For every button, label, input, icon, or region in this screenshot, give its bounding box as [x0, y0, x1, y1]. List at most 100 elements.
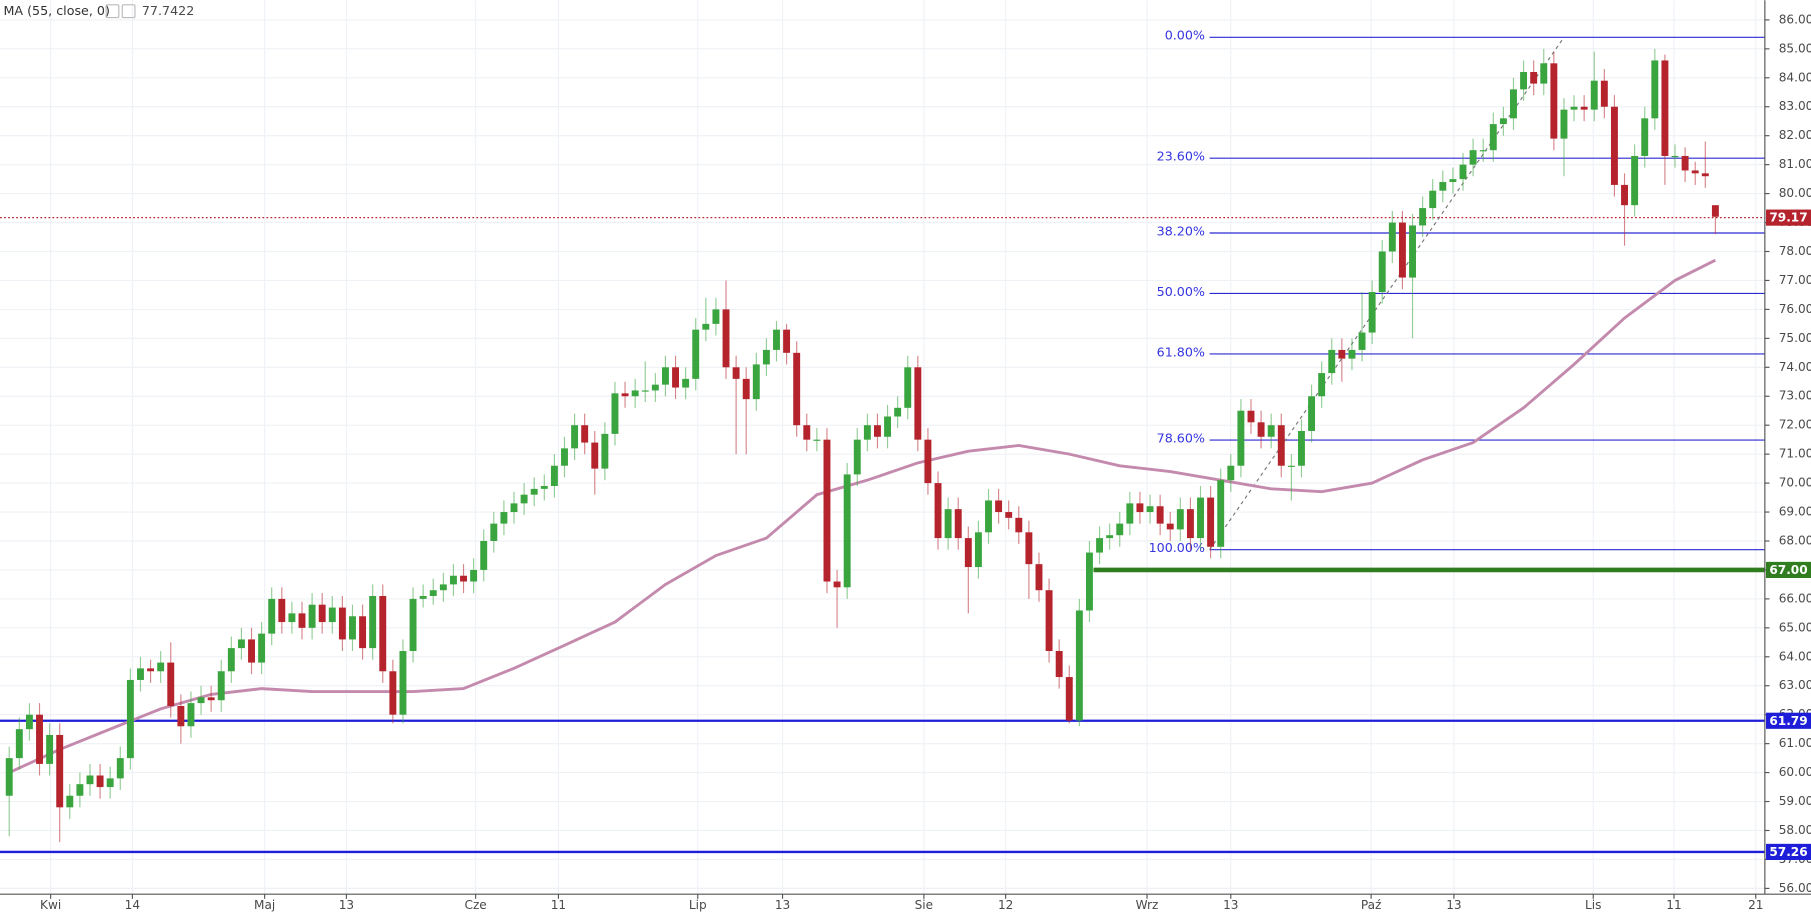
candle-body: [672, 367, 680, 388]
candle-body: [661, 367, 669, 385]
candle-body: [76, 784, 84, 796]
candle-body: [490, 523, 498, 541]
candle-body: [823, 439, 831, 582]
candle-body: [1277, 425, 1285, 466]
y-tick-label: 65.00: [1779, 620, 1811, 634]
candle-body: [197, 697, 205, 704]
candle-body: [591, 442, 599, 469]
candle-body: [1267, 425, 1275, 437]
candle-body: [601, 433, 609, 469]
y-tick-label: 72.00: [1779, 418, 1811, 432]
candle-body: [56, 734, 64, 808]
settings-icon[interactable]: [105, 4, 120, 19]
candle-body: [1429, 190, 1437, 209]
candle-body: [1287, 465, 1295, 467]
candle-body: [1298, 430, 1305, 466]
candle-body: [1237, 410, 1245, 466]
candle-body: [460, 575, 467, 582]
candle-body: [1146, 506, 1154, 513]
candle-body: [5, 758, 13, 796]
x-tick-label: Sie: [915, 898, 934, 912]
fib-label: 38.20%: [1157, 223, 1205, 238]
candle-body: [399, 651, 407, 715]
candle-body: [1308, 396, 1316, 431]
candle-body: [1409, 225, 1416, 278]
candle-body: [530, 488, 538, 495]
price-tag-label: 61.79: [1769, 714, 1807, 728]
y-tick-label: 86.00: [1779, 12, 1811, 26]
candle-body: [793, 352, 801, 426]
candle-body: [742, 378, 750, 400]
candle-body: [106, 778, 114, 788]
candle-body: [1560, 109, 1568, 139]
candle-body: [924, 439, 932, 484]
y-tick-label: 85.00: [1779, 41, 1811, 55]
candle-body: [389, 671, 397, 715]
candle-body: [1358, 332, 1366, 350]
candle-body: [46, 734, 54, 764]
candle-body: [1570, 106, 1578, 110]
candle-body: [1086, 552, 1093, 611]
candle-body: [349, 616, 356, 640]
candle-body: [1459, 164, 1467, 180]
candle-body: [944, 509, 952, 539]
candle-body: [1065, 677, 1073, 721]
candle-body: [1631, 155, 1639, 206]
y-tick-label: 68.00: [1779, 533, 1811, 547]
y-tick-label: 75.00: [1779, 331, 1811, 345]
candle-body: [258, 633, 266, 663]
candle-body: [1096, 538, 1104, 553]
candle-body: [783, 329, 791, 353]
candle-body: [1035, 564, 1043, 591]
candle-body: [712, 309, 720, 324]
candle-body: [1479, 150, 1487, 152]
candle-body: [25, 714, 33, 730]
candle-body: [752, 364, 760, 400]
candle-body: [217, 671, 225, 701]
candle-body: [187, 703, 195, 727]
candle-body: [308, 604, 316, 628]
candle-body: [540, 485, 548, 489]
candle-body: [1530, 72, 1538, 84]
candle-body: [36, 714, 43, 764]
candle-body: [1681, 155, 1689, 171]
y-tick-label: 61.00: [1779, 736, 1811, 750]
candle-body: [1600, 80, 1608, 107]
x-tick-label: Kwi: [40, 898, 61, 912]
candle-body: [1621, 184, 1628, 206]
candle-body: [1540, 63, 1548, 84]
x-tick-label: Cze: [465, 898, 487, 912]
candle-body: [318, 604, 326, 623]
candle-body: [732, 367, 740, 379]
candle-body: [359, 616, 367, 649]
candle-body: [1590, 80, 1598, 110]
price-tag-label: 79.17: [1769, 211, 1807, 225]
y-tick-label: 82.00: [1779, 128, 1811, 142]
candle-body: [409, 598, 417, 652]
candle-body: [1419, 208, 1427, 226]
candle-body: [621, 393, 629, 397]
y-tick-label: 58.00: [1779, 823, 1811, 837]
y-tick-label: 71.00: [1779, 447, 1811, 461]
fib-label: 50.00%: [1157, 284, 1205, 299]
candle-body: [722, 309, 730, 368]
price-tag-label: 57.26: [1769, 845, 1807, 859]
candle-body: [985, 500, 992, 533]
candle-body: [611, 393, 619, 434]
fib-label: 78.60%: [1157, 430, 1205, 445]
fib-label: 0.00%: [1165, 28, 1205, 43]
x-tick-label: 13: [1223, 898, 1238, 912]
candle-body: [651, 384, 659, 391]
candle-body: [884, 416, 892, 437]
candle-body: [1701, 173, 1709, 177]
close-icon[interactable]: [121, 4, 136, 19]
ma-legend-name: MA (55, close, 0): [3, 3, 109, 18]
candle-body: [995, 500, 1003, 513]
x-tick-label: Lis: [1585, 898, 1601, 912]
candle-body: [1075, 610, 1083, 721]
candle-body: [873, 425, 881, 437]
y-tick-label: 76.00: [1779, 302, 1811, 316]
